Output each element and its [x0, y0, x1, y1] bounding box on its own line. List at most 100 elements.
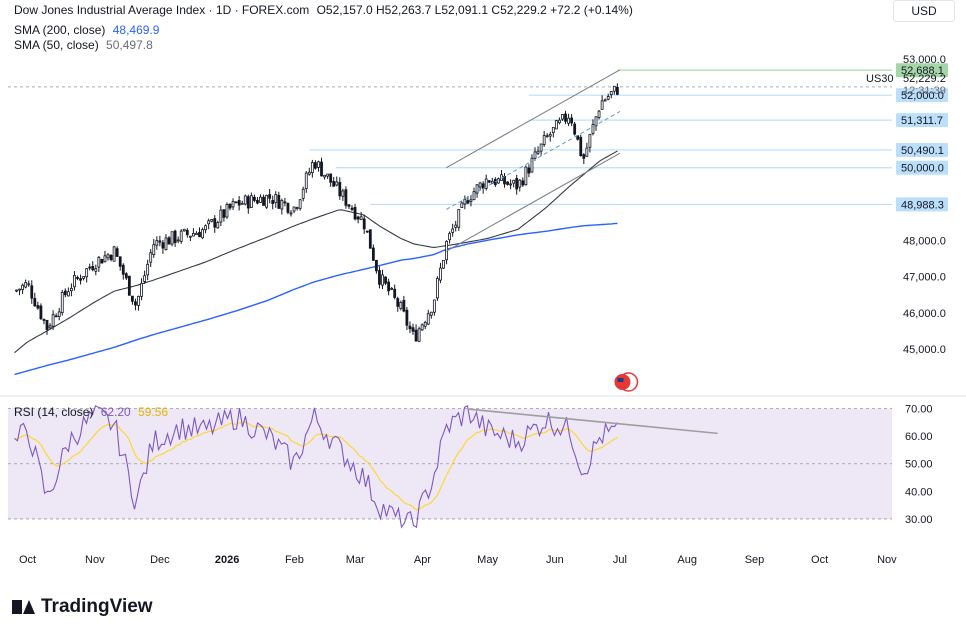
candle-body — [454, 224, 458, 228]
candle-body — [76, 277, 79, 279]
level-price-label: 52,688.1 — [901, 65, 944, 77]
candle-body — [536, 150, 540, 154]
candle-body — [341, 190, 345, 197]
candle-body — [33, 298, 37, 307]
sma50-legend[interactable]: SMA (50, close) 50,497.8 — [14, 38, 157, 52]
candle-body — [164, 237, 168, 250]
sma50-line — [14, 150, 618, 354]
rsi-value: 62.20 — [100, 405, 131, 419]
level-price-label: 50,490.1 — [901, 145, 944, 157]
rsi-tick-label: 40.00 — [905, 486, 933, 498]
candle-body — [594, 116, 598, 127]
candle-body — [490, 180, 494, 184]
candle-body — [396, 298, 400, 307]
candle-body — [219, 209, 223, 223]
candle-body — [176, 239, 180, 242]
level-price-box — [896, 142, 948, 157]
sma50-value: 50,497.8 — [106, 38, 153, 52]
candle-body — [201, 229, 204, 239]
currency-selector[interactable]: USD — [893, 0, 955, 22]
candle-body — [192, 233, 195, 237]
candle-body — [91, 266, 95, 271]
candle-body — [478, 182, 482, 188]
level-price-box — [896, 197, 948, 212]
candle-body — [393, 288, 397, 298]
candle-body — [283, 201, 287, 204]
rsi-tick-label: 60.00 — [905, 431, 933, 443]
candle-body — [298, 199, 302, 209]
time-tick-label: Aug — [677, 554, 697, 566]
candle-body — [85, 268, 89, 278]
candle-body — [127, 275, 131, 296]
candle-body — [378, 270, 381, 285]
candle-body — [179, 230, 183, 242]
rsi-tick-label: 50.00 — [905, 459, 933, 471]
level-price-label: 52,000.0 — [901, 90, 944, 102]
candle-body — [295, 207, 299, 209]
tradingview-logo: TradingView — [12, 596, 153, 618]
us-flag-canton-icon — [617, 378, 624, 382]
time-tick-label: Sep — [745, 554, 765, 566]
candle-body — [88, 266, 92, 269]
candle-body — [54, 315, 58, 318]
candle-body — [149, 252, 153, 263]
candle-body — [320, 161, 323, 177]
time-tick-label: Jun — [546, 554, 564, 566]
symbol-header: Dow Jones Industrial Average Index · 1D … — [14, 3, 637, 17]
candle-body — [408, 325, 412, 330]
candle-body — [432, 299, 436, 313]
ohlc-values: O52,157.0 H52,263.7 L52,091.1 C52,229.2 … — [316, 3, 633, 17]
candle-body — [323, 174, 326, 178]
candle-body — [448, 233, 452, 241]
candle-body — [436, 278, 439, 299]
sma200-line — [14, 222, 618, 376]
candle-body — [134, 301, 137, 306]
candle-body — [249, 195, 253, 208]
candle-body — [545, 135, 549, 138]
candle-body — [79, 278, 82, 281]
tradingview-mark-icon — [12, 600, 35, 614]
candle-body — [207, 220, 211, 225]
time-tick-label: Dec — [150, 554, 170, 566]
candle-body — [140, 283, 143, 297]
candle-body — [597, 110, 601, 118]
level-price-box — [896, 160, 948, 175]
candle-body — [106, 254, 110, 259]
candle-body — [274, 194, 278, 203]
candle-body — [121, 264, 125, 275]
price-tick-label: 53,000.0 — [903, 54, 946, 66]
candle-body — [48, 325, 52, 329]
candle-body — [402, 299, 406, 312]
channel-lower-line — [446, 152, 621, 252]
candle-body — [439, 267, 442, 281]
candle-body — [195, 232, 198, 236]
candle-body — [365, 230, 369, 233]
candle-body — [414, 329, 418, 342]
candle-body — [347, 204, 351, 207]
candle-body — [390, 287, 394, 290]
rsi-legend[interactable]: RSI (14, close) 62.20 59.56 — [14, 405, 172, 419]
candle-body — [387, 281, 391, 292]
candle-body — [362, 218, 366, 230]
candle-body — [463, 198, 467, 205]
candle-body — [213, 218, 217, 228]
candle-body — [515, 178, 519, 190]
candle-body — [353, 207, 357, 220]
candle-body — [268, 194, 272, 199]
time-tick-label: Nov — [85, 554, 105, 566]
candle-body — [307, 171, 311, 175]
candle-body — [246, 196, 250, 209]
sma200-legend[interactable]: SMA (200, close) 48,469.9 — [14, 23, 163, 37]
time-tick-label: Jul — [613, 554, 627, 566]
rsi-ma-line — [14, 421, 618, 511]
candle-body — [158, 240, 162, 243]
candle-body — [332, 180, 336, 187]
candle-body — [506, 181, 509, 185]
candle-body — [70, 287, 73, 292]
candle-body — [368, 229, 372, 249]
candle-body — [460, 202, 464, 208]
candle-body — [329, 173, 333, 183]
candle-body — [173, 230, 177, 244]
candle-body — [423, 321, 427, 327]
